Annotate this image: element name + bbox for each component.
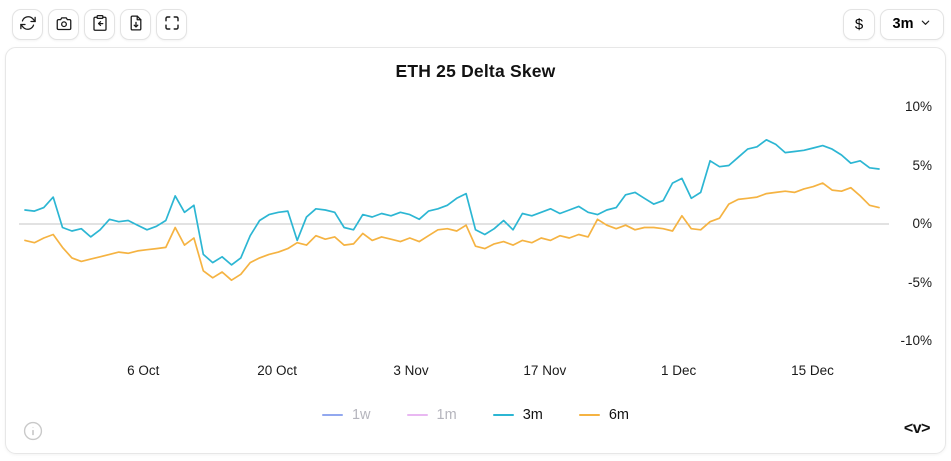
legend-swatch-1m [406,414,428,416]
chart-legend: 1w 1m 3m 6m [6,407,945,423]
chart-card: ETH 25 Delta Skew 10% 5% 0% -5% -10% 6 O… [5,47,946,454]
velo-logo: <v> [903,420,931,437]
x-axis-tick: 17 Nov [523,363,567,378]
refresh-icon [19,14,37,35]
refresh-button[interactable] [12,8,43,40]
x-axis-tick: 15 Dec [791,363,834,378]
y-axis-tick: -10% [900,333,932,348]
x-axis-tick: 20 Oct [257,363,298,378]
info-button[interactable] [22,420,44,442]
y-axis-tick: 10% [904,99,932,114]
legend-swatch-1w [321,414,343,416]
chevron-down-icon [920,16,931,32]
legend-label: 6m [608,407,629,423]
fullscreen-icon [163,14,181,35]
info-icon [22,421,44,446]
top-toolbar: $ 3m [0,0,951,47]
clipboard-arrow-icon [91,14,109,35]
legend-swatch-3m [492,414,514,416]
download-data-button[interactable] [120,8,151,40]
screenshot-button[interactable] [48,8,79,40]
x-axis-tick: 1 Dec [661,363,697,378]
legend-item-1w[interactable]: 1w [321,407,371,423]
toolbar-icon-group [12,8,187,40]
legend-label: 1w [351,407,371,423]
range-dropdown-value: 3m [892,16,914,32]
legend-item-3m[interactable]: 3m [492,407,543,423]
legend-item-6m[interactable]: 6m [578,407,629,423]
x-axis-tick: 3 Nov [393,363,429,378]
range-dropdown[interactable]: 3m [880,8,944,40]
legend-label: 3m [522,407,543,423]
legend-label: 1m [436,407,457,423]
x-axis-tick: 6 Oct [127,363,160,378]
legend-item-1m[interactable]: 1m [406,407,457,423]
fullscreen-button[interactable] [156,8,187,40]
legend-swatch-6m [578,414,600,416]
chart-plot-area[interactable] [6,48,947,455]
chart-title: ETH 25 Delta Skew [395,61,556,81]
toolbar-right-group: $ 3m [843,8,944,40]
y-axis-tick: -5% [907,274,932,290]
y-axis-tick: 0% [912,216,932,231]
y-axis-tick: 5% [912,157,932,173]
copy-chart-button[interactable] [84,8,115,40]
camera-icon [55,14,73,35]
currency-toggle-button[interactable]: $ [843,8,875,40]
file-download-icon [127,14,145,35]
